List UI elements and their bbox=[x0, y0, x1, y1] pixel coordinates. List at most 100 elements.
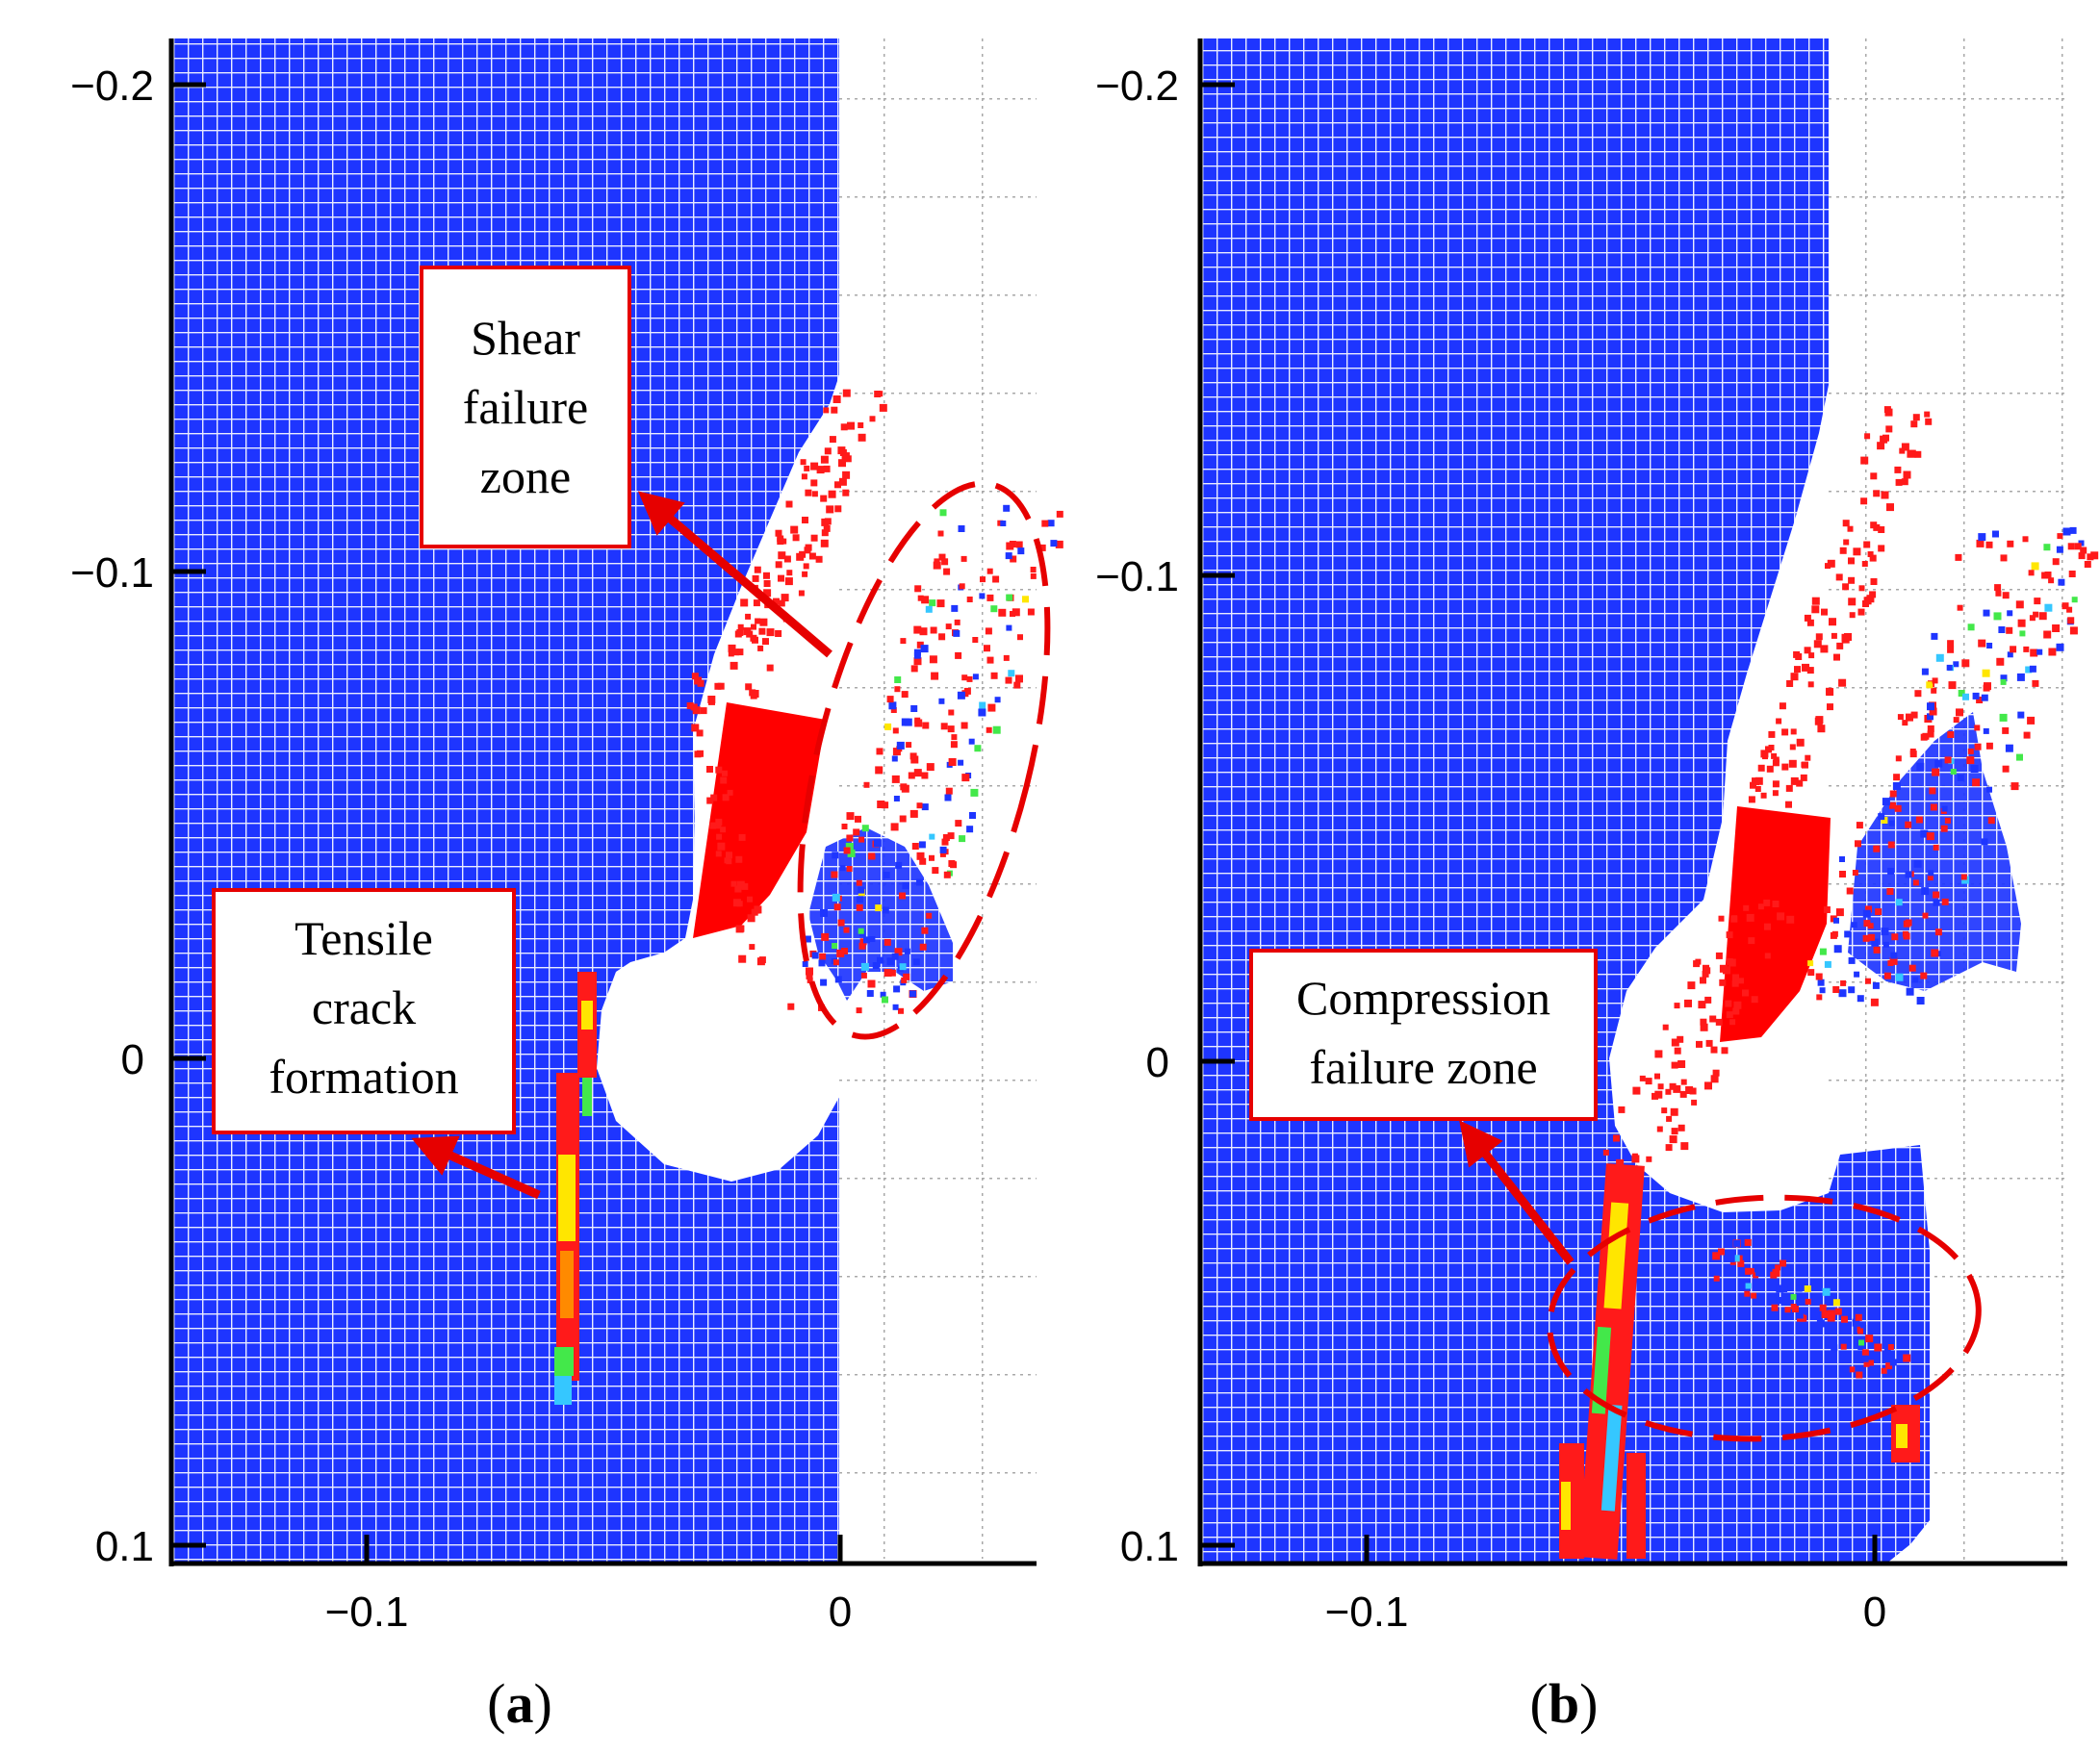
failure-particle bbox=[1835, 908, 1844, 917]
failure-particle bbox=[1704, 1081, 1712, 1090]
failure-particle bbox=[820, 909, 828, 917]
failure-particle bbox=[1713, 1275, 1720, 1282]
failure-particle bbox=[1957, 604, 1963, 611]
failure-particle bbox=[842, 389, 851, 397]
failure-particle bbox=[1839, 547, 1847, 554]
failure-particle bbox=[1839, 856, 1845, 862]
failure-particle bbox=[1857, 1344, 1864, 1351]
failure-particle bbox=[697, 679, 704, 687]
failure-particle bbox=[832, 893, 840, 902]
failure-particle bbox=[947, 725, 955, 733]
failure-particle bbox=[890, 823, 899, 831]
y-tick-label: −0.2 bbox=[70, 63, 154, 110]
failure-particle bbox=[869, 416, 876, 422]
failure-particle bbox=[1656, 1126, 1663, 1132]
failure-particle bbox=[1903, 920, 1910, 928]
failure-particle bbox=[1755, 1270, 1762, 1277]
panel-a-rock-mesh bbox=[171, 38, 839, 1564]
failure-particle bbox=[1805, 1298, 1811, 1305]
failure-particle bbox=[1738, 978, 1744, 984]
failure-particle bbox=[1882, 798, 1890, 806]
failure-particle bbox=[1849, 1366, 1856, 1373]
failure-particle bbox=[959, 583, 965, 590]
failure-particle bbox=[1873, 523, 1881, 531]
failure-particle bbox=[736, 629, 744, 636]
failure-particle bbox=[1966, 756, 1975, 765]
failure-particle bbox=[1826, 687, 1833, 695]
failure-particle bbox=[2019, 630, 2026, 637]
failure-particle bbox=[1882, 941, 1889, 948]
failure-particle bbox=[1015, 541, 1023, 548]
failure-particle bbox=[1772, 759, 1780, 767]
failure-particle bbox=[722, 770, 728, 776]
failure-particle bbox=[998, 608, 1007, 617]
failure-particle bbox=[753, 599, 760, 607]
failure-particle bbox=[1776, 1297, 1783, 1304]
failure-particle bbox=[738, 954, 747, 963]
failure-particle bbox=[938, 698, 945, 704]
failure-particle bbox=[757, 645, 764, 651]
failure-particle bbox=[1654, 1090, 1663, 1099]
failure-particle bbox=[934, 558, 940, 565]
failure-particle bbox=[1956, 708, 1963, 717]
failure-particle bbox=[1645, 1078, 1652, 1085]
failure-particle bbox=[846, 812, 855, 821]
failure-particle bbox=[1050, 540, 1058, 547]
failure-particle bbox=[1842, 1365, 1850, 1373]
failure-particle bbox=[1815, 716, 1824, 725]
failure-particle bbox=[1909, 749, 1916, 754]
failure-particle bbox=[1006, 542, 1014, 550]
failure-particle bbox=[879, 403, 887, 412]
failure-particle bbox=[763, 572, 770, 579]
failure-particle bbox=[806, 967, 813, 976]
failure-particle bbox=[1895, 899, 1903, 906]
failure-particle bbox=[1914, 450, 1922, 458]
failure-particle bbox=[1929, 787, 1936, 795]
failure-particle bbox=[2052, 624, 2061, 632]
failure-particle bbox=[730, 649, 737, 655]
failure-particle bbox=[948, 758, 957, 766]
failure-particle bbox=[1639, 1075, 1646, 1081]
failure-particle bbox=[837, 919, 845, 927]
failure-particle bbox=[1903, 1354, 1911, 1362]
failure-particle bbox=[902, 882, 909, 890]
failure-particle bbox=[1819, 987, 1826, 994]
failure-particle bbox=[1827, 1310, 1835, 1318]
failure-particle bbox=[1709, 1015, 1717, 1023]
failure-particle bbox=[805, 544, 812, 551]
failure-particle bbox=[1860, 456, 1869, 465]
failure-particle bbox=[1857, 1328, 1863, 1335]
failure-particle bbox=[1841, 1315, 1848, 1323]
failure-particle bbox=[875, 766, 884, 775]
failure-particle bbox=[1916, 762, 1925, 771]
failure-particle bbox=[1842, 583, 1850, 591]
failure-particle bbox=[847, 849, 856, 857]
failure-particle bbox=[736, 649, 744, 656]
failure-particle bbox=[933, 561, 941, 570]
failure-particle bbox=[832, 395, 841, 403]
failure-particle bbox=[2005, 744, 2013, 752]
failure-particle bbox=[1677, 1035, 1684, 1043]
failure-particle bbox=[1732, 1255, 1740, 1262]
failure-particle bbox=[1888, 820, 1895, 827]
failure-particle bbox=[706, 766, 713, 773]
failure-particle bbox=[1719, 964, 1728, 973]
failure-particle bbox=[931, 672, 939, 680]
failure-particle bbox=[929, 655, 937, 664]
failure-particle bbox=[1983, 727, 1989, 734]
failure-particle bbox=[1715, 952, 1723, 959]
failure-particle bbox=[808, 552, 816, 560]
failure-particle bbox=[1820, 645, 1829, 653]
panel-b-failure-particles bbox=[1602, 406, 2099, 1379]
failure-particle bbox=[1702, 970, 1709, 978]
failure-particle bbox=[994, 697, 1001, 703]
failure-particle bbox=[2007, 651, 2013, 658]
failure-particle bbox=[1950, 769, 1957, 775]
failure-particle bbox=[1816, 994, 1823, 1001]
failure-particle bbox=[904, 718, 912, 726]
failure-particle bbox=[1902, 720, 1908, 726]
failure-particle bbox=[939, 851, 946, 857]
failure-particle bbox=[1757, 903, 1764, 910]
failure-particle bbox=[984, 645, 990, 652]
failure-particle bbox=[697, 750, 704, 757]
